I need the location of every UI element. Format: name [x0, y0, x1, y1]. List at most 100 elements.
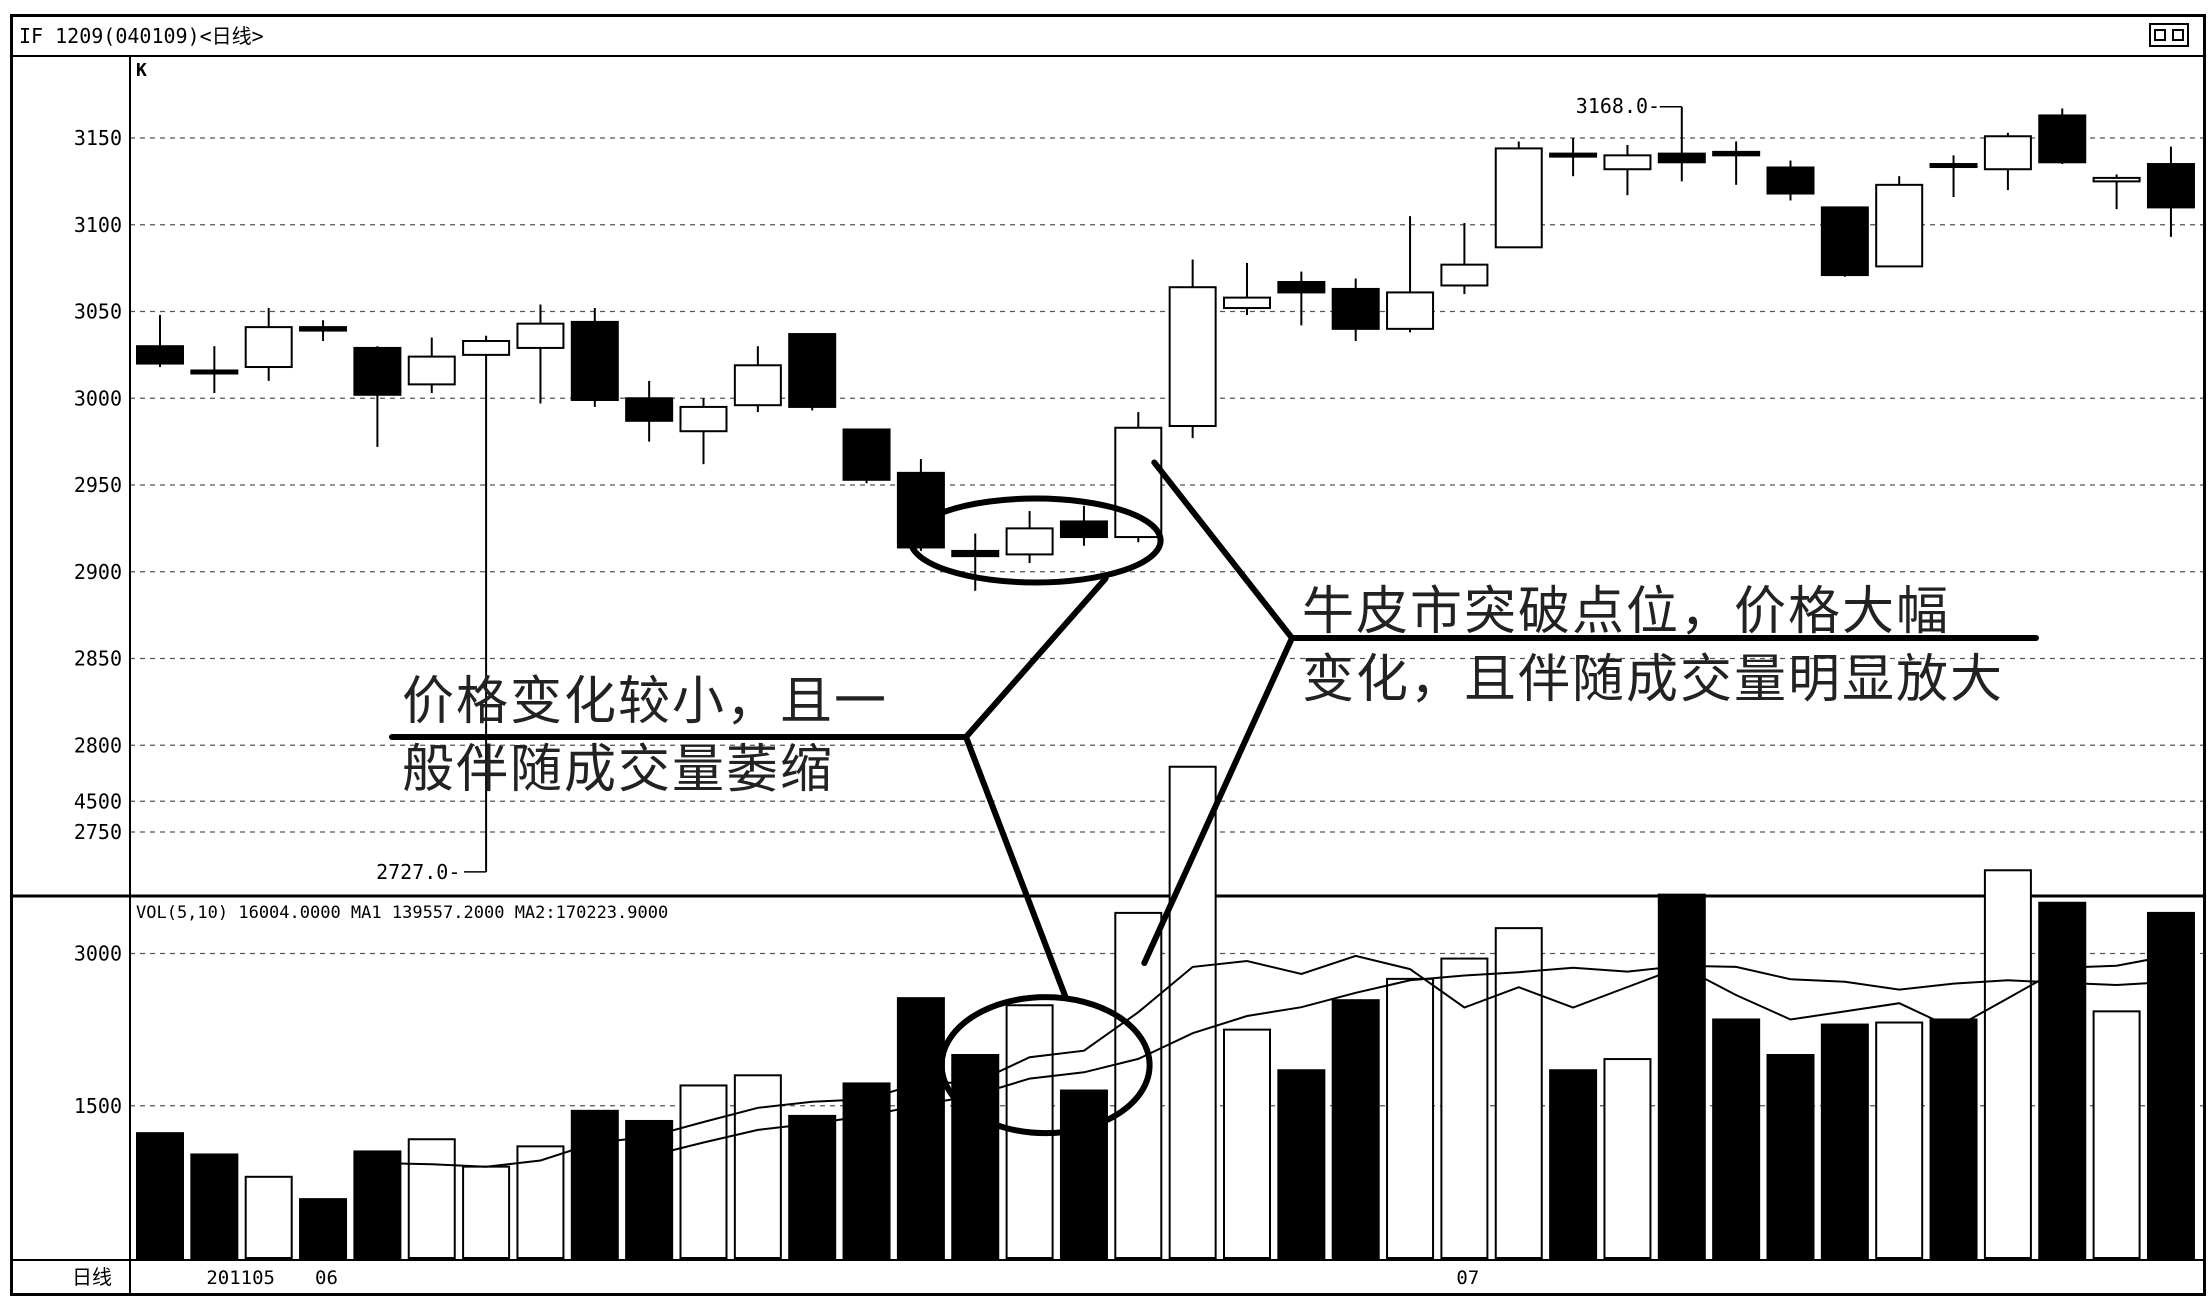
candle-body — [1820, 206, 1869, 277]
volume-bar — [299, 1198, 348, 1260]
candle-body — [1983, 135, 2032, 171]
candle-body — [2038, 114, 2087, 164]
candle-body — [2146, 163, 2195, 209]
candle-body — [1494, 147, 1543, 249]
candle-body — [570, 320, 619, 401]
candle-body — [733, 364, 782, 407]
left-pointer-to-price — [963, 575, 1109, 740]
date-axis-label: 日线 — [72, 1265, 112, 1289]
volume-bar — [407, 1138, 456, 1259]
annotation-right: 牛皮市突破点位，价格大幅 变化，且伴随成交量明显放大 — [1302, 578, 2004, 714]
volume-bar — [1549, 1069, 1598, 1259]
volume-bar — [1929, 1018, 1978, 1259]
volume-bar — [1712, 1018, 1761, 1259]
price-tick-label: 3050 — [74, 300, 122, 324]
annotation-left: 价格变化较小，且一 般伴随成交量萎缩 — [402, 668, 888, 804]
candle-body — [190, 369, 239, 375]
right-pointer-to-volume — [1141, 635, 1295, 967]
axis-layer: 2750 2800 2850 2900 2950 3000 3050 3100 3150 1500… — [13, 55, 2203, 1296]
candle-body — [1114, 426, 1163, 539]
volume-bar — [516, 1145, 565, 1259]
candle-layer — [136, 106, 2195, 872]
volume-bar — [2092, 1010, 2141, 1259]
volume-tick-label: 3000 — [74, 942, 122, 966]
volume-bar — [679, 1084, 728, 1259]
volume-bar — [1114, 911, 1163, 1260]
window-toggle-icon[interactable] — [2149, 23, 2189, 47]
volume-bar — [570, 1109, 619, 1259]
volume-legend: VOL(5,10) 16004.0000 MA1 139557.2000 MA2… — [136, 903, 668, 923]
volume-bar — [1820, 1023, 1869, 1260]
price-tick-label: 2750 — [74, 820, 122, 844]
volume-bar — [1657, 893, 1706, 1259]
candle-body — [244, 326, 293, 369]
candle-body — [1386, 291, 1435, 330]
volume-bar — [1059, 1089, 1108, 1260]
annotation-left-line2: 般伴随成交量萎缩 — [402, 740, 835, 800]
annotation-right-line1: 牛皮市突破点位，价格大幅 — [1302, 582, 1951, 642]
title-bar: IF 1209(040109)<日线> — [13, 17, 2203, 57]
candle-body — [462, 339, 511, 356]
ma-line-ma1 — [377, 954, 2172, 1168]
volume-bar — [136, 1132, 184, 1260]
annotation-left-line1: 价格变化较小，且一 — [402, 672, 889, 732]
volume-bar — [625, 1119, 674, 1259]
volume-bar — [1440, 957, 1489, 1259]
candle-body — [1223, 296, 1271, 310]
candle-body — [1603, 154, 1652, 171]
candle-body — [1168, 286, 1217, 428]
date-tick-label: 06 — [315, 1267, 338, 1289]
volume-bar — [1277, 1069, 1326, 1259]
panel-label-k: K — [136, 60, 147, 81]
volume-bar — [2146, 911, 2195, 1260]
price-tick-label: 3150 — [74, 126, 122, 150]
max-price-label: 3168.0- — [1576, 94, 1660, 118]
price-tick-label: 2900 — [74, 560, 122, 584]
annotation-right-line2: 变化，且伴随成交量明显放大 — [1302, 650, 2005, 710]
candle-body — [679, 405, 728, 433]
candle-body — [1005, 527, 1054, 556]
volume-bar — [896, 997, 945, 1259]
candle-body — [1331, 287, 1380, 330]
price-tick-label: 3000 — [74, 386, 122, 410]
volume-bar — [842, 1082, 891, 1260]
candle-body — [1929, 163, 1978, 169]
volume-bar — [1983, 869, 2032, 1260]
candle-body — [516, 322, 565, 349]
candle-body — [1549, 152, 1598, 158]
left-pointer-to-volume — [963, 734, 1069, 1001]
price-tick-label: 2850 — [74, 647, 122, 671]
volume-bar — [733, 1074, 782, 1260]
candle-body — [1712, 150, 1761, 157]
candle-body — [788, 333, 837, 408]
window-title: IF 1209(040109)<日线> — [19, 24, 264, 48]
candle-body — [1440, 263, 1489, 287]
volume-bar — [1223, 1028, 1271, 1259]
candle-body — [136, 345, 184, 365]
candle-body — [896, 471, 945, 549]
price-tick-label: 2950 — [74, 473, 122, 497]
volume-tick-label: 1500 — [74, 1094, 122, 1118]
volume-bar — [1331, 999, 1380, 1259]
candle-body — [625, 397, 674, 422]
volume-bar — [788, 1114, 837, 1260]
candle-body — [353, 346, 402, 396]
price-tick-label: 2800 — [74, 733, 122, 757]
candle-body — [951, 549, 1000, 558]
volume-bar — [244, 1175, 293, 1260]
volume-bar — [1766, 1054, 1815, 1259]
moving-average-layer — [377, 954, 2172, 1168]
volume-layer — [136, 765, 2195, 1260]
consolidation-price-ellipse — [907, 495, 1164, 586]
volume-bar — [1168, 765, 1217, 1259]
candle-body — [299, 326, 348, 332]
volume-tick-label: 4500 — [74, 789, 122, 813]
ma-line-ma2 — [648, 964, 2171, 1157]
volume-bar — [951, 1054, 1000, 1259]
date-tick-label: 07 — [1456, 1267, 1479, 1289]
candle-body — [1766, 166, 1815, 195]
volume-bar — [1386, 977, 1435, 1259]
volume-bar — [190, 1153, 239, 1259]
annotation-overlay-layer — [389, 106, 2039, 1137]
